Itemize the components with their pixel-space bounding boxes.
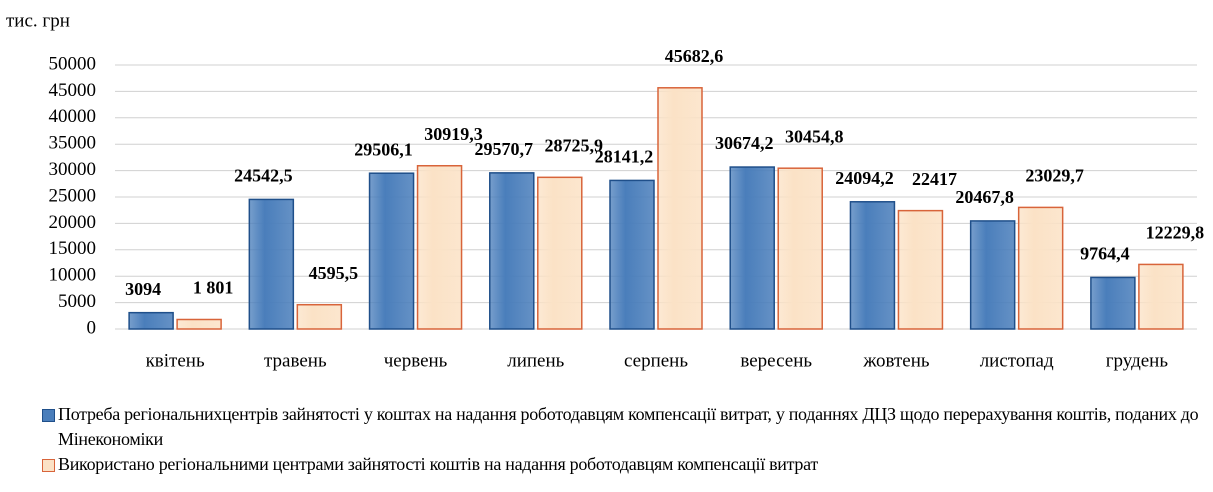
x-tick-label: листопад [980,350,1054,371]
bar [849,201,896,330]
x-tick-label: червень [384,350,448,371]
bar [897,209,944,330]
value-label: 30454,8 [785,126,844,146]
x-tick-label: вересень [740,350,812,371]
value-label: 30919,3 [424,124,483,144]
bar [969,220,1016,330]
value-label: 24542,5 [234,166,293,186]
legend-label: Використано регіональними центрами зайня… [58,454,818,474]
value-label: 29506,1 [354,139,413,159]
legend-swatch [42,459,55,472]
value-label: 9764,4 [1080,244,1130,264]
x-tick-label: жовтень [862,350,930,371]
y-tick-label: 30000 [49,159,97,180]
legend: Потреба регіональнихцентрів зайнятості у… [40,402,1213,477]
x-tick-label: липень [507,350,564,371]
y-tick-label: 0 [87,317,97,338]
y-tick-label: 35000 [49,133,97,154]
bar [1090,276,1136,330]
bar [296,303,343,330]
bar [176,318,222,330]
bar [248,198,295,330]
bar [489,172,535,330]
value-label: 45682,6 [665,46,724,66]
value-label: 28141,2 [595,147,654,167]
chart: тис. грн 0 5000 10000 15000 20000 25000 30000 3… [6,10,1205,371]
value-label: 28725,9 [545,135,604,155]
y-tick-label: 15000 [49,238,97,259]
y-tick-label: 25000 [49,185,97,206]
y-tick-label: 20000 [49,212,97,233]
bar [1017,206,1064,330]
value-label: 1 801 [193,278,234,298]
value-label: 20467,8 [955,187,1014,207]
value-label: 3094 [125,279,161,299]
bar [416,164,463,330]
x-tick-label: квітень [146,350,205,371]
bar [128,311,174,330]
value-label: 24094,2 [835,168,894,188]
value-label: 12229,8 [1146,223,1205,243]
legend-item: Потреба регіональнихцентрів зайнятості у… [40,402,1213,452]
bar [729,166,775,330]
bar [537,176,583,330]
x-tick-label: травень [264,350,327,371]
x-tick-label: серпень [624,350,688,371]
value-label: 22417 [912,169,957,189]
value-label: 30674,2 [715,133,774,153]
y-tick-label: 50000 [49,53,97,74]
bar [777,167,823,330]
legend-label: Потреба регіональнихцентрів зайнятості у… [58,404,1199,449]
value-label: 29570,7 [475,139,534,159]
bar [657,87,703,330]
y-tick-label: 10000 [49,265,97,286]
legend-swatch [42,409,55,422]
value-label: 23029,7 [1025,166,1084,186]
x-tick-label: грудень [1106,350,1169,371]
y-tick-label: 40000 [49,106,97,127]
y-axis-label: тис. грн [6,10,70,31]
y-tick-label: 45000 [49,80,97,101]
bar [368,172,415,330]
legend-item: Використано регіональними центрами зайня… [40,452,1213,477]
bar [609,179,655,330]
value-label: 4595,5 [309,263,359,283]
y-tick-label: 5000 [58,291,96,312]
bar [1138,263,1184,330]
